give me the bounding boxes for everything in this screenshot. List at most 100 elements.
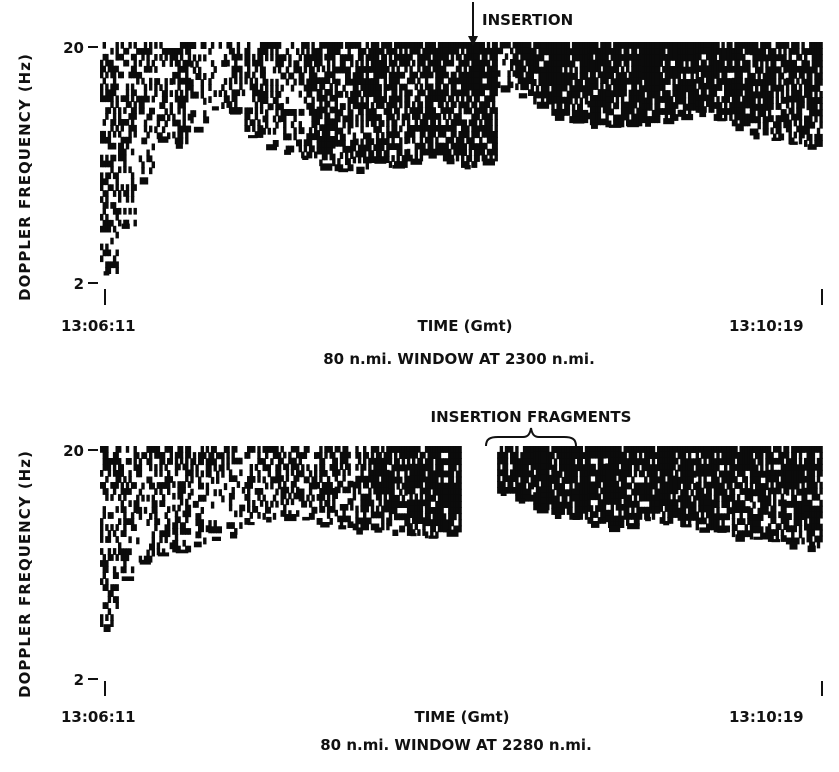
echo-cell xyxy=(301,48,304,55)
echo-edge-blob xyxy=(663,118,674,124)
echo-cell xyxy=(446,84,449,91)
echo-cell xyxy=(309,91,312,98)
echo-cell xyxy=(515,452,518,459)
echo-cell xyxy=(533,79,536,86)
echo-cell xyxy=(342,85,345,92)
echo-cell xyxy=(662,48,665,55)
echo-cell xyxy=(575,67,578,74)
echo-cell xyxy=(415,84,418,91)
echo-cell xyxy=(453,101,456,108)
echo-edge-blob xyxy=(609,525,620,532)
echo-column xyxy=(353,42,372,174)
echo-cell xyxy=(415,72,418,79)
echo-cell xyxy=(275,48,278,55)
echo-cell xyxy=(355,114,358,121)
echo-cell xyxy=(456,155,459,162)
echo-cell xyxy=(489,125,492,132)
echo-cell xyxy=(381,512,384,519)
echo-cell xyxy=(593,71,596,78)
echo-cell xyxy=(819,140,822,147)
echo-cell xyxy=(799,114,802,121)
echo-cell xyxy=(394,84,397,91)
echo-cell xyxy=(433,42,436,49)
echo-cell xyxy=(128,101,131,108)
echo-cell xyxy=(716,96,719,103)
echo-cell xyxy=(265,116,268,123)
echo-cell xyxy=(229,78,232,85)
echo-cell xyxy=(533,48,536,55)
echo-cell xyxy=(108,470,111,477)
echo-cell xyxy=(515,476,518,483)
echo-cell xyxy=(149,477,152,484)
echo-cell xyxy=(613,475,616,482)
echo-cell xyxy=(188,528,191,535)
echo-cell xyxy=(314,470,317,477)
echo-column xyxy=(335,42,354,172)
echo-cell xyxy=(214,458,217,465)
echo-cell xyxy=(814,116,817,123)
echo-cell xyxy=(198,477,201,484)
echo-cell xyxy=(185,66,188,73)
echo-cell xyxy=(355,512,358,519)
echo-cell xyxy=(103,131,106,138)
echo-cell xyxy=(536,85,539,92)
echo-cell xyxy=(304,145,307,152)
echo-cell xyxy=(391,471,394,478)
echo-cell xyxy=(185,72,188,79)
echo-cell xyxy=(175,511,178,518)
echo-cell xyxy=(232,48,235,55)
echo-cell xyxy=(482,149,485,156)
echo-cell xyxy=(740,90,743,97)
echo-cell xyxy=(327,60,330,67)
echo-cell xyxy=(394,48,397,55)
echo-cell xyxy=(773,73,776,80)
echo-cell xyxy=(110,167,113,174)
echo-cell xyxy=(355,139,358,146)
echo-cell xyxy=(422,90,425,97)
echo-cell xyxy=(435,137,438,144)
echo-edge-blob xyxy=(302,156,308,160)
echo-cell xyxy=(399,96,402,103)
x-tick-label-end: 13:10:19 xyxy=(729,317,804,335)
echo-cell xyxy=(123,149,126,156)
echo-cell xyxy=(185,96,188,103)
echo-cell xyxy=(131,84,134,91)
echo-cell xyxy=(477,155,480,162)
echo-cell xyxy=(807,128,810,135)
echo-cell xyxy=(221,465,224,472)
echo-cell xyxy=(770,127,773,134)
echo-cell xyxy=(618,48,621,55)
echo-column xyxy=(443,446,462,537)
echo-cell xyxy=(268,470,271,477)
echo-cell xyxy=(575,73,578,80)
echo-cell xyxy=(286,475,289,482)
echo-cell xyxy=(134,113,137,120)
echo-cell xyxy=(190,477,193,484)
echo-cell xyxy=(270,501,273,508)
echo-cell xyxy=(809,73,812,80)
echo-cell xyxy=(322,464,325,471)
echo-cell xyxy=(407,517,410,524)
echo-cell xyxy=(366,506,369,513)
echo-cell xyxy=(131,95,134,102)
echo-cell xyxy=(353,488,356,495)
echo-column xyxy=(750,42,769,139)
echo-cell xyxy=(214,446,217,453)
echo-cell xyxy=(139,470,142,477)
echo-cell xyxy=(131,566,134,573)
echo-cell xyxy=(819,67,822,74)
echo-column xyxy=(461,42,480,169)
echo-cell xyxy=(324,470,327,477)
echo-cell xyxy=(113,226,116,233)
echo-column xyxy=(804,42,823,150)
echo-cell xyxy=(116,125,119,132)
echo-cell xyxy=(134,458,137,465)
echo-cell xyxy=(758,98,761,105)
echo-edge-blob xyxy=(194,542,202,548)
echo-cell xyxy=(541,54,544,61)
echo-cell xyxy=(495,107,498,114)
echo-cell xyxy=(342,140,345,147)
echo-cell xyxy=(195,61,198,68)
echo-cell xyxy=(108,530,111,537)
echo-cell xyxy=(440,477,443,484)
